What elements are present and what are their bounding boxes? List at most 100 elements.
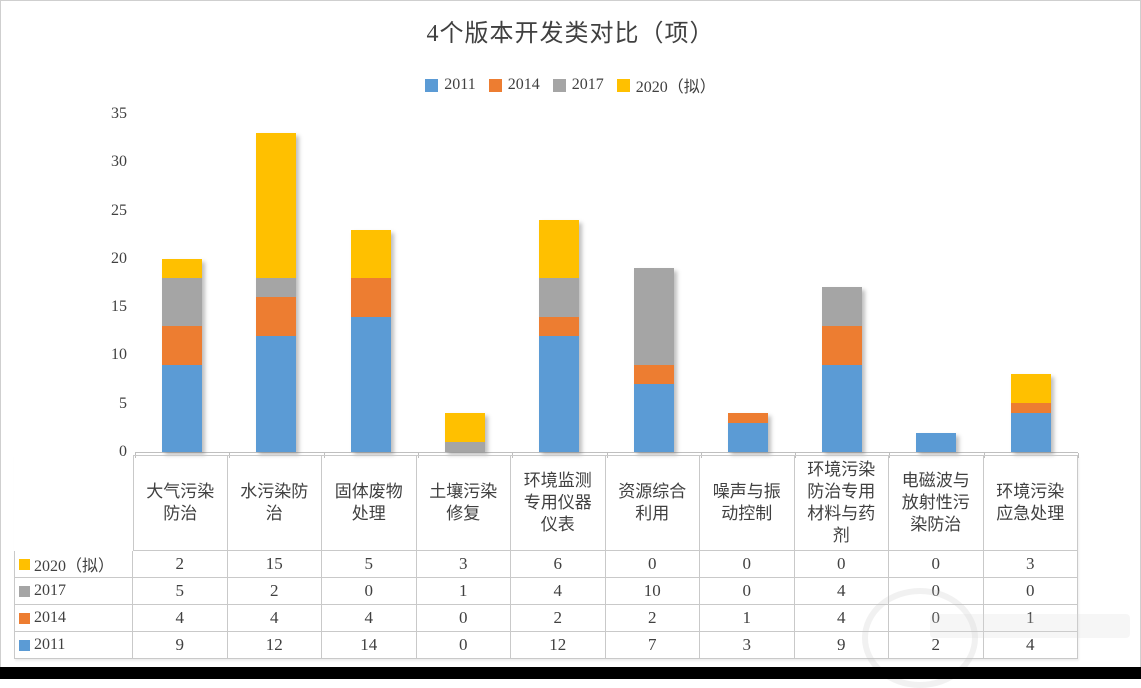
bar-column-大气污染防治 xyxy=(135,114,229,452)
table-value-cell: 3 xyxy=(700,632,795,659)
table-category-header: 大气污染防治 xyxy=(133,455,228,551)
bar-column-噪声与振动控制 xyxy=(701,114,795,452)
bar-segment-2017 xyxy=(162,278,202,326)
bar-stack xyxy=(162,259,202,452)
table-value-cell: 0 xyxy=(700,578,795,605)
table-row-label-2020（拟）: 2020（拟） xyxy=(14,551,133,578)
legend-item-2017: 2017 xyxy=(552,76,604,94)
bar-segment-2020（拟） xyxy=(256,133,296,278)
table-value-cell: 4 xyxy=(227,605,322,632)
bar-column-环境污染应急处理 xyxy=(984,114,1078,452)
table-value-cell: 12 xyxy=(227,632,322,659)
bar-segment-2020（拟） xyxy=(445,413,485,442)
bar-segment-2014 xyxy=(162,326,202,365)
legend-item-2014: 2014 xyxy=(488,76,540,94)
table-value-cell: 2 xyxy=(605,605,700,632)
chart-title: 4个版本开发类对比（项） xyxy=(426,21,715,47)
bar-segment-2020（拟） xyxy=(539,220,579,278)
bar-segment-2017 xyxy=(634,268,674,365)
y-axis-tick-label: 0 xyxy=(119,443,127,460)
table-value-cell: 1 xyxy=(983,605,1078,632)
table-value-cell: 9 xyxy=(794,632,889,659)
table-value-cell: 7 xyxy=(605,632,700,659)
table-value-cell: 15 xyxy=(227,551,322,578)
table-category-header: 固体废物处理 xyxy=(322,455,417,551)
bar-stack xyxy=(916,433,956,452)
table-category-header: 环境污染防治专用材料与药剂 xyxy=(794,455,889,551)
legend-swatch-icon xyxy=(425,78,439,92)
bar-segment-2020（拟） xyxy=(1011,374,1051,403)
bar-stack xyxy=(351,230,391,452)
table-value-cell: 0 xyxy=(416,605,511,632)
table-category-header: 电磁波与放射性污染防治 xyxy=(889,455,984,551)
legend-item-2011: 2011 xyxy=(425,76,476,94)
bar-stack xyxy=(256,133,296,452)
y-axis-tick-label: 35 xyxy=(111,105,127,122)
table-value-cell: 3 xyxy=(983,551,1078,578)
bar-stack xyxy=(539,220,579,452)
table-value-cell: 5 xyxy=(133,578,228,605)
bar-segment-2014 xyxy=(1011,403,1051,413)
table-value-cell: 0 xyxy=(794,551,889,578)
bar-segment-2011 xyxy=(351,317,391,452)
bar-column-资源综合利用 xyxy=(607,114,701,452)
table-value-cell: 10 xyxy=(605,578,700,605)
table-value-cell: 12 xyxy=(511,632,606,659)
bar-stack xyxy=(822,287,862,452)
table-corner-cell xyxy=(14,455,133,551)
bar-segment-2014 xyxy=(351,278,391,317)
table-row-swatch-icon xyxy=(19,558,30,570)
bar-segment-2011 xyxy=(539,336,579,452)
bar-stack xyxy=(728,413,768,452)
table-value-cell: 3 xyxy=(416,551,511,578)
bar-segment-2020（拟） xyxy=(351,230,391,278)
y-axis-tick-label: 30 xyxy=(111,153,127,170)
table-row-swatch-icon xyxy=(19,612,30,624)
bar-segment-2011 xyxy=(728,423,768,452)
table-value-cell: 0 xyxy=(700,551,795,578)
table-value-cell: 1 xyxy=(700,605,795,632)
table-value-cell: 4 xyxy=(511,578,606,605)
table-value-cell: 2 xyxy=(227,578,322,605)
y-axis-tick-label: 20 xyxy=(111,250,127,267)
bar-column-水污染防治 xyxy=(229,114,323,452)
legend-swatch-icon xyxy=(552,78,566,92)
bar-segment-2011 xyxy=(916,433,956,452)
bar-segment-2017 xyxy=(822,287,862,326)
bar-segment-2011 xyxy=(634,384,674,452)
table-row-swatch-icon xyxy=(19,585,30,597)
bar-column-电磁波与放射性污染防治 xyxy=(889,114,983,452)
bar-column-环境污染防治专用材料与药剂 xyxy=(795,114,889,452)
bar-segment-2017 xyxy=(256,278,296,297)
bar-segment-2014 xyxy=(634,365,674,384)
bar-segment-2014 xyxy=(539,317,579,336)
table-row-swatch-icon xyxy=(19,639,30,651)
table-value-cell: 2 xyxy=(889,632,984,659)
legend-item-2020（拟）: 2020（拟） xyxy=(616,73,716,97)
table-value-cell: 0 xyxy=(416,632,511,659)
bar-segment-2014 xyxy=(728,413,768,423)
table-value-cell: 2 xyxy=(133,551,228,578)
bar-segment-2017 xyxy=(539,278,579,317)
table-category-header: 噪声与振动控制 xyxy=(700,455,795,551)
table-row-label-text: 2011 xyxy=(34,636,66,653)
table-value-cell: 4 xyxy=(794,605,889,632)
bar-segment-2011 xyxy=(162,365,202,452)
legend-swatch-icon xyxy=(616,78,630,92)
bar-column-土壤污染修复 xyxy=(418,114,512,452)
table-value-cell: 5 xyxy=(322,551,417,578)
table-category-header: 资源综合利用 xyxy=(605,455,700,551)
table-category-header: 环境污染应急处理 xyxy=(983,455,1078,551)
table-row-label-text: 2020（拟） xyxy=(34,558,115,575)
y-axis-tick-label: 15 xyxy=(111,298,127,315)
bar-column-固体废物处理 xyxy=(324,114,418,452)
table-value-cell: 0 xyxy=(889,551,984,578)
table-value-cell: 9 xyxy=(133,632,228,659)
bar-segment-2011 xyxy=(256,336,296,452)
bar-stack xyxy=(445,413,485,452)
bar-segment-2014 xyxy=(256,297,296,336)
table-value-cell: 4 xyxy=(322,605,417,632)
table-value-cell: 0 xyxy=(889,605,984,632)
legend-label: 2011 xyxy=(444,76,476,93)
table-value-cell: 14 xyxy=(322,632,417,659)
